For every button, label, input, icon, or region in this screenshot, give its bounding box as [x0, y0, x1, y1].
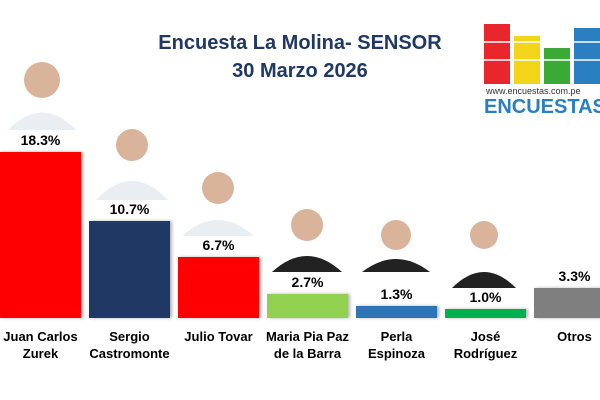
value-label: 1.3%	[380, 286, 413, 303]
bar	[0, 152, 81, 318]
bar	[356, 306, 437, 318]
x-tick-label: Julio Tovar	[184, 329, 253, 344]
x-tick-label: Otros	[557, 329, 592, 344]
brand-website: www.encuestas.com.pe	[486, 86, 581, 96]
brand-name: ENCUESTAS	[484, 96, 600, 118]
value-label: 10.7%	[109, 200, 150, 217]
brand-logo	[482, 24, 600, 84]
value-label: 18.3%	[20, 132, 61, 149]
bar	[178, 257, 259, 318]
chart-subtitle: 30 Marzo 2026	[232, 60, 368, 82]
x-tick-label: Perla Espinoza	[367, 329, 426, 361]
value-label: 1.0%	[469, 288, 502, 305]
x-tick-label: José Rodríguez	[453, 329, 518, 361]
chart-title: Encuesta La Molina- SENSOR	[158, 32, 442, 54]
bar	[534, 288, 600, 318]
candidate-photos	[8, 62, 516, 288]
x-tick-label: Juan Carlos Zurek	[3, 329, 78, 361]
value-label: 3.3%	[558, 268, 591, 285]
value-label: 6.7%	[202, 237, 235, 254]
x-tick-label: Sergio Castromonte	[89, 329, 170, 361]
value-label: 2.7%	[291, 273, 324, 290]
bar	[267, 293, 348, 318]
bar	[445, 308, 526, 318]
x-tick-label: Maria Pia Paz de la Barra	[265, 329, 350, 361]
bar	[89, 220, 170, 318]
